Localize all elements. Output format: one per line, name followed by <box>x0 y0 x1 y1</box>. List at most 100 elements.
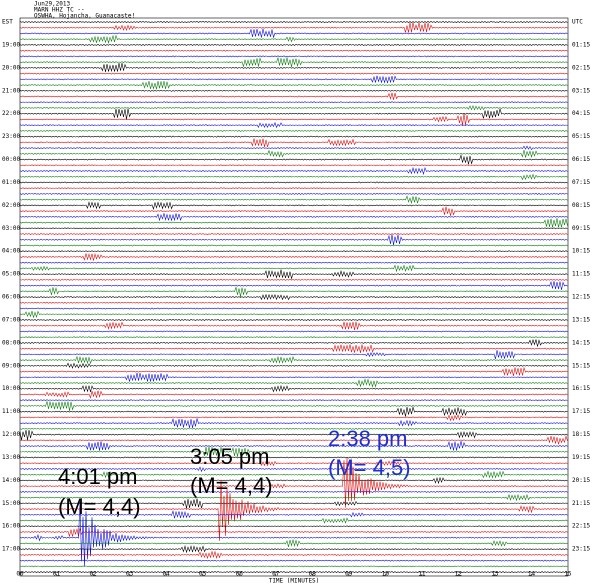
annotation-magnitude: (M= 4,5) <box>328 455 411 480</box>
trace <box>19 62 568 73</box>
right-time-label: 08:15 <box>572 202 590 209</box>
trace <box>19 75 568 84</box>
trace <box>19 149 568 159</box>
trace <box>19 501 568 567</box>
trace <box>19 108 568 120</box>
trace <box>19 21 568 23</box>
left-time-label: 12:00 <box>2 431 20 438</box>
trace <box>19 234 568 246</box>
trace <box>19 446 568 458</box>
left-zone: EST <box>2 19 13 26</box>
right-time-label: 16:15 <box>572 385 590 392</box>
left-time-label: 11:00 <box>2 408 20 415</box>
trace <box>19 470 568 479</box>
left-time-label: 22:00 <box>2 110 20 117</box>
x-tick-label: 15 <box>564 571 572 578</box>
trace <box>19 427 568 430</box>
trace <box>19 104 568 111</box>
trace <box>19 81 568 90</box>
trace <box>19 550 568 560</box>
trace <box>19 435 568 445</box>
x-tick-label: 14 <box>528 571 536 578</box>
right-time-label: 01:15 <box>572 41 590 48</box>
x-tick-label: 09 <box>345 571 353 578</box>
trace <box>19 539 568 547</box>
annotation-magnitude: (M= 4,4) <box>58 494 141 519</box>
trace <box>19 525 568 528</box>
header-line: Jun29,2013 <box>34 1 71 8</box>
x-tick-label: 00 <box>16 571 24 578</box>
trace <box>19 121 568 129</box>
x-tick-label: 07 <box>272 571 280 578</box>
right-time-label: 17:15 <box>572 408 590 415</box>
x-tick-label: 03 <box>126 571 134 578</box>
x-tick-label: 02 <box>89 571 97 578</box>
x-tick-label: 11 <box>418 571 426 578</box>
trace <box>19 233 568 235</box>
annotation-time: 3:05 pm <box>190 444 270 469</box>
trace <box>19 164 568 167</box>
left-time-label: 19:00 <box>2 41 20 48</box>
trace <box>19 206 568 216</box>
traces <box>19 21 568 574</box>
left-time-label: 20:00 <box>2 64 20 71</box>
right-time-label: 23:15 <box>572 546 590 553</box>
trace <box>19 244 568 247</box>
annotation-magnitude: (M= 4,4) <box>190 473 273 498</box>
x-tick-label: 06 <box>236 571 244 578</box>
annotation-time: 2:38 pm <box>328 426 408 451</box>
trace <box>19 55 568 58</box>
trace <box>19 195 568 205</box>
x-tick-label: 12 <box>455 571 463 578</box>
left-time-label: 06:00 <box>2 294 20 301</box>
right-time-label: 09:15 <box>572 225 590 232</box>
left-time-label: 09:00 <box>2 362 20 369</box>
trace <box>19 57 568 67</box>
trace <box>19 264 568 273</box>
right-time-label: 02:15 <box>572 64 590 71</box>
right-time-label: 13:15 <box>572 316 590 323</box>
x-title: TIME (MINUTES) <box>269 578 320 585</box>
trace <box>19 166 568 176</box>
trace <box>19 278 568 281</box>
left-time-label: 23:00 <box>2 133 20 140</box>
trace <box>19 72 568 75</box>
left-time-label: 21:00 <box>2 87 20 94</box>
left-time-label: 05:00 <box>2 271 20 278</box>
x-tick-label: 01 <box>53 571 61 578</box>
left-time-label: 17:00 <box>2 546 20 553</box>
right-time-label: 21:15 <box>572 500 590 507</box>
trace <box>19 440 568 451</box>
trace <box>19 490 568 493</box>
trace <box>19 565 568 568</box>
trace <box>19 559 568 562</box>
left-time-label: 01:00 <box>2 179 20 186</box>
x-tick-label: 08 <box>309 571 317 578</box>
trace <box>19 417 568 429</box>
x-tick-label: 10 <box>382 571 390 578</box>
trace <box>19 362 568 369</box>
trace <box>19 269 568 280</box>
trace <box>19 460 568 467</box>
right-time-label: 14:15 <box>572 339 590 346</box>
labels: 19:00 20:00 21:00 22:00 23:00 00:00 01:00 02:00… <box>2 41 590 577</box>
trace <box>19 218 568 228</box>
trace <box>19 571 568 574</box>
left-time-label: 13:00 <box>2 454 20 461</box>
trace <box>19 321 568 331</box>
trace <box>19 355 568 365</box>
trace <box>19 378 568 388</box>
right-time-label: 15:15 <box>572 362 590 369</box>
trace <box>19 49 568 52</box>
trace <box>19 307 568 310</box>
left-time-label: 16:00 <box>2 523 20 530</box>
trace <box>19 129 568 132</box>
trace <box>19 401 568 411</box>
trace <box>19 213 568 222</box>
left-time-label: 04:00 <box>2 248 20 255</box>
trace <box>19 413 568 422</box>
x-tick-label: 04 <box>163 571 171 578</box>
trace <box>19 280 568 291</box>
trace <box>19 330 568 333</box>
trace <box>19 545 568 554</box>
